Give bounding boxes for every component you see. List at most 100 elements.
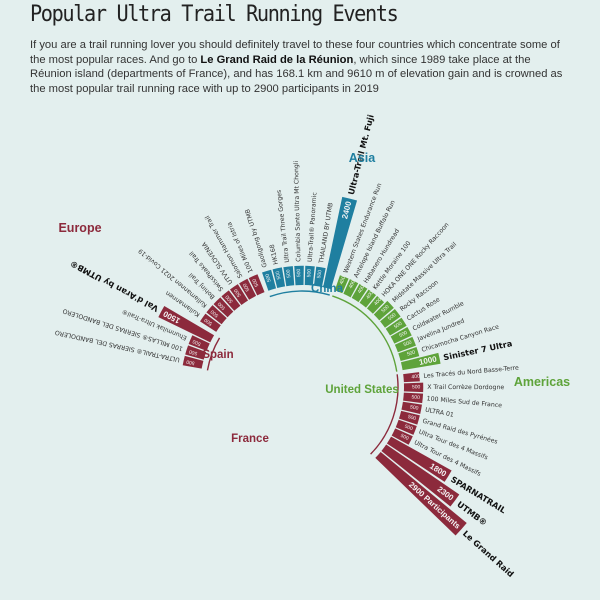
bar [375, 451, 467, 536]
bar-value-label: 400 [339, 275, 348, 285]
bar-value-label: 400 [365, 290, 375, 300]
bar [323, 196, 358, 290]
bar-value-label: 500 [316, 269, 323, 278]
bar [401, 401, 422, 414]
bar [395, 419, 417, 435]
bar [386, 436, 452, 482]
bar-value-label: 500 [210, 308, 220, 318]
subtitle-highlight: Le Grand Raid de la Réunion [200, 53, 354, 66]
country-label: United States [325, 384, 399, 396]
bar-value-label: 400 [357, 284, 367, 294]
event-name-label: Columbia Santo Ultra Mt Chongli [293, 160, 302, 261]
event-name-label: ULTRA 01 [424, 407, 454, 419]
bar [398, 347, 420, 362]
country-label: France [231, 433, 269, 445]
bar-value-label: 400 [373, 297, 383, 307]
bar [272, 267, 286, 289]
bar [403, 382, 424, 393]
event-name-label: Val d'Aran by UTMB® [68, 258, 160, 314]
bar-value-label: 400 [411, 374, 420, 381]
bar [229, 284, 249, 305]
bar-value-label: 500 [412, 384, 421, 390]
bar-value-label: 500 [296, 268, 302, 277]
bar-value-label: 500 [233, 287, 243, 297]
subtitle-text: If you are a trail running lover you sho… [30, 39, 560, 66]
bar-value-label: 500 [251, 277, 260, 287]
bar [185, 345, 207, 360]
bar-value-label: 500 [264, 273, 272, 283]
region-label: Asia [349, 151, 376, 165]
event-name-label: Le Grand Raid [461, 528, 516, 579]
bar-value-label: 500 [306, 269, 313, 278]
bar-value-label: 500 [275, 270, 283, 280]
bar [213, 297, 234, 318]
bar [398, 410, 420, 425]
event-name-label: Ultra-Trail® Panoramic [306, 191, 319, 262]
bar-value-label: 500 [192, 338, 202, 347]
bar-value-label: 500 [188, 348, 198, 356]
event-name-label: Les Tracés du Nord Basse-Terre [423, 364, 519, 380]
bar-value-label: 500 [404, 424, 414, 433]
bar [283, 266, 295, 287]
bar-value-label: 1000 [418, 354, 438, 367]
subtitle-text-end: , which since 1989 take place at the Réu… [30, 53, 563, 95]
bar [239, 278, 257, 300]
bar [380, 308, 401, 328]
country-label: China [311, 283, 344, 295]
bar-value-label: 500 [410, 404, 420, 411]
bar [390, 327, 412, 344]
country-ring [332, 295, 398, 372]
bar [366, 296, 385, 314]
bar [200, 313, 221, 332]
region-label: Americas [514, 375, 570, 389]
event-name-label: Grand Raid des Pyrénées [422, 417, 499, 446]
bar-value-label: 500 [224, 293, 234, 303]
bar-value-label: 2400 [340, 200, 353, 220]
bar [403, 392, 424, 404]
country-ring [370, 374, 399, 455]
bar-value-label: 500 [387, 312, 397, 322]
bar-value-label: 500 [411, 394, 420, 401]
bar [394, 336, 416, 353]
bar [343, 279, 359, 298]
bar-value-label: 500 [186, 358, 196, 366]
bar [294, 265, 304, 286]
bar [400, 352, 441, 371]
bar [313, 266, 326, 287]
bar-value-label: 500 [399, 433, 409, 442]
country-label: Spain [202, 349, 233, 361]
bar [158, 306, 215, 343]
event-name-label: X Trail Corrèze Dordogne [427, 383, 504, 391]
bar [221, 290, 241, 311]
bar-value-label: 500 [203, 317, 213, 327]
bar-value-label: 500 [407, 414, 417, 422]
bar [206, 305, 227, 325]
bar-value-label: 500 [398, 330, 408, 339]
country-ring [269, 290, 330, 298]
bar-value-label: 500 [242, 282, 251, 292]
bar [373, 300, 394, 321]
bar [359, 289, 377, 308]
bar [262, 269, 277, 291]
bar [391, 428, 413, 445]
bar-value-label: 500 [217, 300, 227, 310]
page-title: Popular Ultra Trail Running Events [30, 2, 399, 27]
country-ring [206, 337, 221, 371]
bar-value-label: 500 [393, 321, 403, 331]
bar [182, 355, 204, 369]
bar [381, 444, 460, 507]
bar [248, 274, 265, 296]
event-name-label: Ultra Trail Three Gorges [276, 189, 291, 263]
page-subtitle: If you are a trail running lover you sho… [30, 38, 575, 96]
bar-value-label: 500 [406, 349, 416, 357]
event-name-label: HK168 [269, 244, 280, 266]
event-name-label: 100 Miles Sud de France [426, 395, 502, 409]
bar [351, 283, 368, 303]
region-label: Europe [58, 221, 101, 235]
bar-value-label: 500 [403, 339, 413, 348]
bar [334, 275, 349, 294]
bar [304, 265, 315, 286]
bar-value-label: 500 [380, 304, 390, 314]
bar [188, 335, 210, 351]
